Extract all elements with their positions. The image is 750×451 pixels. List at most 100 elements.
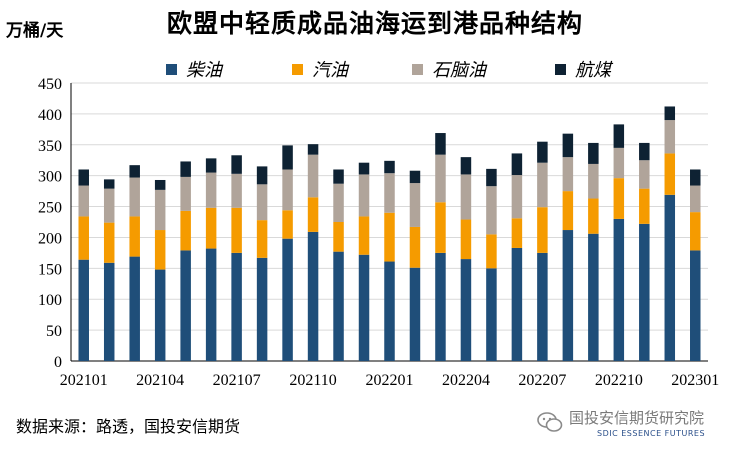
legend-item-jet-fuel: 航煤 xyxy=(555,58,611,81)
bar-segment-diesel xyxy=(486,268,497,361)
bar-segment-naphtha xyxy=(460,174,472,220)
legend-swatch-naphtha xyxy=(412,63,423,75)
bar-segment-naphtha xyxy=(205,172,217,208)
bar-segment-naphtha xyxy=(384,173,395,213)
legend-item-naphtha: 石脑油 xyxy=(412,58,486,81)
legend-swatch-jet-fuel xyxy=(555,63,566,75)
x-tick-label: 202204 xyxy=(442,372,490,389)
x-tick-label: 202301 xyxy=(671,372,719,389)
data-source-note: 数据来源：路透，国投安信期货 xyxy=(16,417,241,436)
bar-segment-diesel xyxy=(282,238,293,361)
x-tick-label: 202107 xyxy=(213,372,261,389)
bar-segment-gasoline xyxy=(613,178,625,219)
bar-segment-gasoline xyxy=(129,216,140,257)
bar-segment-gasoline xyxy=(154,230,166,270)
bar-segment-diesel xyxy=(460,259,472,361)
legend-label-naphtha: 石脑油 xyxy=(432,60,486,81)
bar-segment-gasoline xyxy=(78,216,89,260)
bar-segment-jet-fuel xyxy=(333,169,344,184)
legend-label-diesel: 柴油 xyxy=(186,60,222,81)
bar-segment-naphtha xyxy=(78,185,89,217)
bar-segment-diesel xyxy=(103,262,115,361)
bar-segment-jet-fuel xyxy=(486,168,497,187)
bar-segment-gasoline xyxy=(460,219,472,260)
bar-segment-diesel xyxy=(384,261,395,361)
bar-segment-diesel xyxy=(333,251,344,361)
bar-segment-jet-fuel xyxy=(180,161,191,177)
bar-segment-jet-fuel xyxy=(154,179,166,190)
bar-segment-jet-fuel xyxy=(664,106,676,121)
bar-segment-diesel xyxy=(588,233,599,361)
bar-segment-diesel xyxy=(409,267,421,361)
legend-swatch-diesel xyxy=(166,63,177,75)
bar-segment-gasoline xyxy=(282,210,293,239)
bar-segment-jet-fuel xyxy=(78,169,89,186)
bar-segment-naphtha xyxy=(358,174,370,217)
bar-segment-jet-fuel xyxy=(205,158,217,173)
y-tick-label: 150 xyxy=(38,261,62,278)
bar-segment-naphtha xyxy=(664,120,676,154)
bar-segment-diesel xyxy=(231,252,242,361)
watermark-subtext: SDIC ESSENCE FUTURES xyxy=(597,429,706,438)
bar-segment-diesel xyxy=(562,230,574,361)
watermark-text: 国投安信期货研究院 xyxy=(569,409,705,427)
x-tick-label: 202101 xyxy=(60,372,108,389)
bar-segment-diesel xyxy=(435,252,446,361)
y-tick-label: 100 xyxy=(38,292,62,309)
legend-label-jet-fuel: 航煤 xyxy=(575,60,611,81)
bar-segment-gasoline xyxy=(690,212,701,251)
y-tick-label: 400 xyxy=(38,107,62,124)
bar-segment-diesel xyxy=(639,223,650,361)
bar-segment-naphtha xyxy=(537,162,548,208)
bar-segment-gasoline xyxy=(664,153,676,195)
bar-segment-gasoline xyxy=(486,234,497,269)
legend-swatch-gasoline xyxy=(292,63,303,75)
bar-segment-gasoline xyxy=(435,202,446,253)
watermark: 国投安信期货研究院 SDIC ESSENCE FUTURES xyxy=(535,405,747,443)
legend-item-gasoline: 汽油 xyxy=(292,58,348,81)
bar-segment-diesel xyxy=(664,194,676,361)
bar-segment-diesel xyxy=(690,250,701,361)
bar-segment-jet-fuel xyxy=(103,179,115,189)
bar-segment-gasoline xyxy=(588,198,599,234)
chart-title: 欧盟中轻质成品油海运到港品种结构 xyxy=(166,9,583,38)
bar-segment-gasoline xyxy=(205,207,217,249)
bar-segment-jet-fuel xyxy=(562,133,574,158)
bar-segment-gasoline xyxy=(639,188,650,224)
bar-segment-jet-fuel xyxy=(613,124,625,148)
y-axis-unit: 万桶/天 xyxy=(6,21,64,41)
bar-segment-naphtha xyxy=(307,154,319,198)
bar-segment-naphtha xyxy=(129,177,140,217)
y-tick-label: 350 xyxy=(38,138,62,155)
y-tick-label: 300 xyxy=(38,169,62,186)
bar-segment-naphtha xyxy=(562,157,574,192)
wechat-icon xyxy=(537,412,563,432)
bar-segment-gasoline xyxy=(231,207,242,253)
bar-segment-gasoline xyxy=(537,207,548,253)
bar-segment-diesel xyxy=(154,269,166,361)
bar-segment-naphtha xyxy=(435,154,446,203)
bar-segment-jet-fuel xyxy=(460,157,472,175)
bar-segment-naphtha xyxy=(511,175,523,219)
y-tick-label: 50 xyxy=(46,323,62,340)
bar-segment-naphtha xyxy=(103,188,115,223)
bar-segment-naphtha xyxy=(639,160,650,189)
bar-segment-jet-fuel xyxy=(256,166,268,185)
bar-segment-naphtha xyxy=(282,169,293,211)
bar-segment-diesel xyxy=(256,257,268,361)
bar-segment-jet-fuel xyxy=(129,165,140,178)
x-tick-label: 202110 xyxy=(289,372,336,389)
bar-segment-naphtha xyxy=(333,183,344,222)
bar-segment-diesel xyxy=(613,218,625,361)
x-tick-label: 202207 xyxy=(518,372,566,389)
y-tick-label: 450 xyxy=(38,76,62,93)
bar-segment-gasoline xyxy=(307,197,319,232)
bar-segment-naphtha xyxy=(486,186,497,235)
bar-segment-naphtha xyxy=(588,163,599,199)
bar-segment-jet-fuel xyxy=(537,141,548,163)
bar-segment-jet-fuel xyxy=(409,170,421,184)
bar-segment-gasoline xyxy=(409,226,421,268)
bar-segment-jet-fuel xyxy=(511,153,523,176)
bar-segment-naphtha xyxy=(154,189,166,231)
